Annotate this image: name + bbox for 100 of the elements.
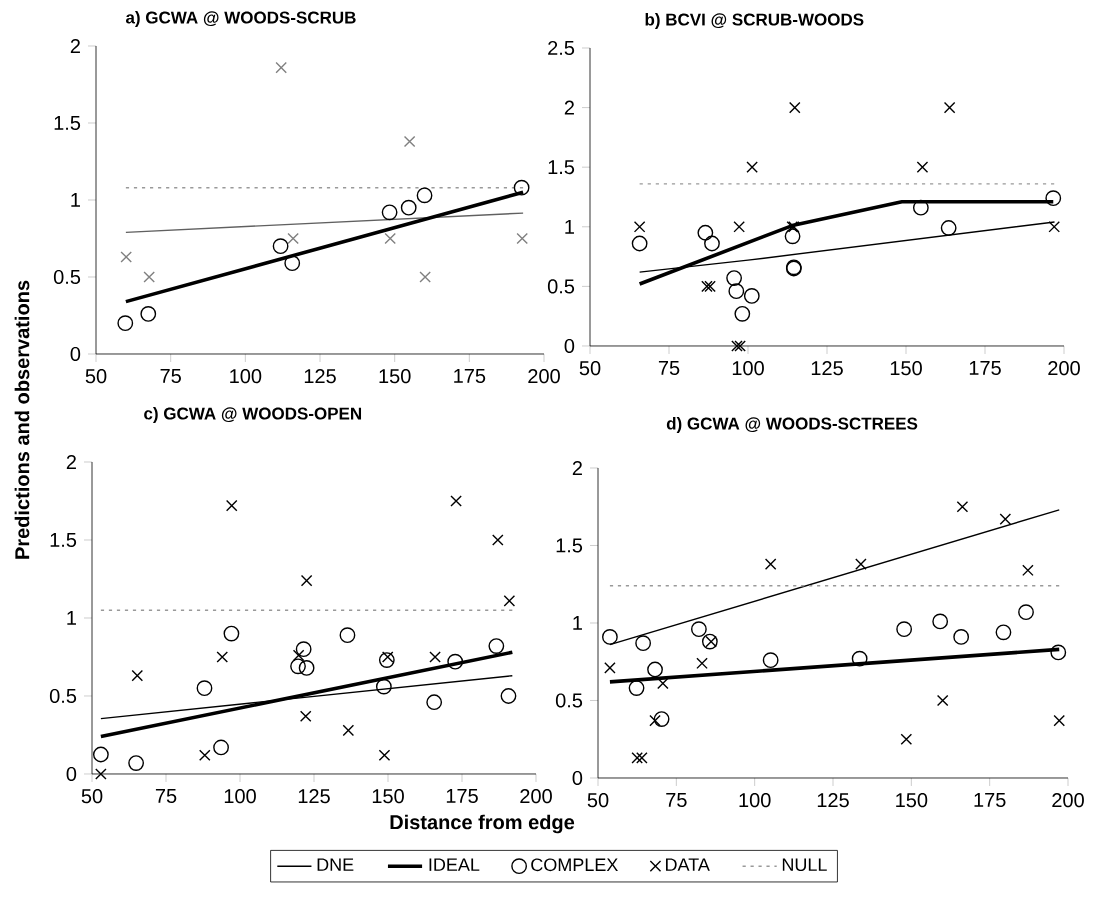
x-tick-label: 125 (304, 369, 336, 384)
point (628, 680, 645, 696)
y-tick-label: 2 (66, 455, 76, 469)
point (516, 232, 528, 245)
point (762, 652, 779, 669)
point (602, 629, 618, 645)
point (764, 558, 777, 570)
x-tick-label: 200 (1048, 361, 1080, 376)
point (131, 669, 144, 682)
y-tick-label: 0 (572, 770, 583, 786)
point (120, 251, 132, 263)
point (726, 270, 743, 286)
y-tick-label: 1.5 (54, 116, 81, 130)
chart-title: c) GCWA @ WOODS-OPEN (144, 407, 362, 423)
x-tick-label: 100 (739, 793, 771, 808)
point (488, 638, 505, 654)
point (953, 629, 970, 645)
chart-title: d) GCWA @ WOODS-SCTREES (666, 417, 918, 433)
y-axis-title: Predictions and observations (14, 280, 30, 559)
point (936, 694, 949, 707)
point (503, 595, 516, 607)
point (635, 635, 652, 652)
x-tick-label: 75 (155, 789, 177, 803)
y-tick-label: 1 (573, 616, 582, 630)
point (633, 220, 646, 233)
point (213, 739, 229, 756)
x-tick-label: 175 (454, 369, 486, 383)
point (95, 768, 107, 780)
y-tick-label: 0.5 (49, 688, 77, 704)
y-tick-label: 1.5 (556, 538, 583, 553)
y-tick-label: 0 (564, 338, 575, 354)
y-tick-label: 1 (67, 611, 76, 625)
point (416, 187, 433, 204)
point (381, 204, 398, 221)
point (999, 513, 1012, 525)
point (691, 621, 707, 638)
y-tick-label: 0 (66, 766, 77, 782)
point (649, 714, 661, 727)
x-axis-title: Distance from edge (390, 814, 575, 834)
point (198, 749, 211, 762)
point (378, 652, 395, 668)
point (916, 161, 929, 173)
point (223, 625, 240, 642)
y-tick-label: 1.5 (50, 533, 77, 547)
point (429, 651, 441, 663)
x-tick-label: 175 (969, 361, 1001, 375)
point (450, 495, 462, 507)
point (216, 651, 229, 663)
x-tick-label: 50 (587, 793, 609, 808)
point (92, 746, 109, 763)
legend-label: IDEAL (429, 858, 480, 871)
point (896, 621, 913, 638)
y-tick-label: 2 (564, 100, 574, 115)
x-tick-label: 75 (160, 369, 181, 383)
point (851, 650, 868, 667)
x-tick-label: 75 (658, 361, 680, 375)
point (272, 238, 289, 255)
point (995, 624, 1012, 641)
point (375, 678, 392, 695)
point (447, 653, 464, 670)
x-tick-label: 125 (811, 361, 843, 376)
point (932, 613, 949, 630)
point (647, 661, 663, 678)
x-tick-label: 125 (817, 793, 849, 808)
point (419, 271, 431, 283)
point (733, 220, 745, 233)
y-tick-label: 0.5 (555, 693, 583, 708)
x-tick-label: 125 (298, 789, 330, 804)
point (196, 680, 213, 697)
point (943, 101, 956, 114)
x-tick-label: 100 (224, 789, 256, 804)
point (1022, 564, 1034, 577)
point (117, 315, 134, 332)
point (1053, 714, 1066, 727)
x-tick-label: 200 (528, 369, 560, 384)
point (912, 199, 929, 216)
point (604, 662, 616, 674)
point (299, 710, 312, 723)
point (300, 574, 313, 587)
point (1050, 644, 1067, 661)
point (940, 220, 957, 236)
y-tick-label: 2.5 (548, 40, 575, 56)
point (697, 224, 714, 241)
point (292, 649, 305, 662)
point (1045, 190, 1062, 207)
point (492, 534, 504, 546)
point (900, 733, 913, 746)
point (339, 627, 356, 644)
chart-title: a) GCWA @ WOODS-SCRUB (125, 11, 356, 27)
x-tick-label: 100 (230, 369, 262, 384)
point (290, 658, 306, 675)
y-tick-label: 1.5 (548, 160, 575, 175)
point (696, 657, 708, 670)
chart-title: b) BCVI @ SCRUB-WOODS (645, 13, 864, 29)
legend-label: DNE (317, 858, 354, 871)
x-tick-label: 200 (1052, 793, 1084, 808)
point (128, 755, 145, 771)
x-tick-label: 150 (372, 789, 404, 804)
point (734, 305, 751, 322)
y-tick-label: 1 (71, 193, 80, 207)
